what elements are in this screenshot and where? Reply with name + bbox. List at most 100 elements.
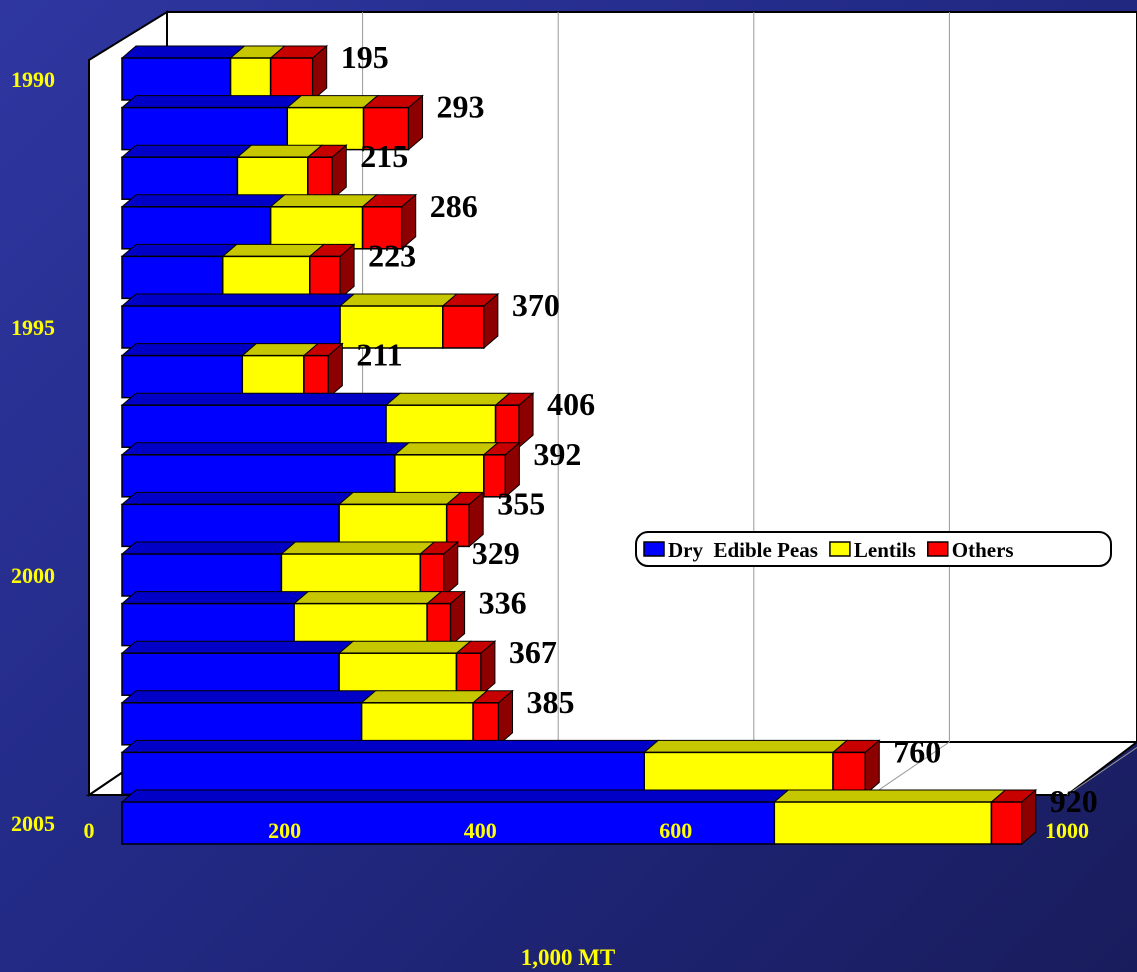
- bar-side: [339, 243, 355, 300]
- bar-segment: [293, 602, 428, 647]
- bar-segment: [338, 652, 458, 696]
- bar-top: [120, 640, 355, 654]
- bar-top: [120, 392, 402, 406]
- bar-segment: [121, 156, 239, 200]
- bar-segment: [229, 57, 272, 101]
- bar-segment: [269, 57, 314, 101]
- bar-side: [468, 491, 484, 548]
- bar-segment: [121, 354, 244, 399]
- bar-segment: [360, 702, 474, 746]
- floor-gridline: [871, 741, 950, 796]
- total-labels: 195 293 215 286 223 370 211 406 392 355 329 336 367 3…: [341, 39, 1098, 819]
- bar-segment: [990, 801, 1023, 845]
- bar-segment: [280, 553, 422, 597]
- total-label: 286: [430, 188, 478, 224]
- x-tick-label: 800: [855, 818, 888, 843]
- y-axis-ticks: 1990 1995 2000 2005: [11, 67, 55, 836]
- bar-top: [120, 690, 377, 704]
- x-axis-label: 1,000 MT: [521, 945, 616, 970]
- bar-top: [269, 194, 378, 208]
- total-label: 367: [509, 634, 557, 670]
- total-label: 336: [479, 585, 527, 621]
- total-label: 329: [472, 535, 520, 571]
- bar-top: [280, 541, 436, 555]
- bar-top: [120, 739, 660, 753]
- bar-segment: [269, 206, 364, 250]
- bar-top: [120, 442, 411, 456]
- bar-segment: [426, 602, 452, 647]
- bar-group-2002: [120, 640, 497, 697]
- bar-top: [120, 541, 297, 555]
- legend-label: Dry Edible Peas: [668, 538, 818, 562]
- bar-side: [864, 739, 880, 796]
- bar-group-2003: [120, 689, 514, 746]
- bar-segment: [303, 354, 330, 399]
- bar-top: [120, 591, 310, 605]
- bar-segment: [121, 404, 387, 448]
- bar-side: [450, 590, 466, 647]
- y-tick-label: 1995: [11, 315, 55, 340]
- legend-swatch: [829, 541, 851, 557]
- x-tick-label: 1000: [1045, 818, 1089, 843]
- bar-segment: [236, 156, 309, 200]
- bar-side: [408, 94, 424, 151]
- bar-side: [480, 640, 496, 697]
- bar-group-1992: [120, 144, 348, 201]
- bar-group-1999: [120, 491, 485, 548]
- bar-segment: [455, 652, 482, 696]
- total-label: 195: [341, 39, 389, 75]
- bar-group-1997: [120, 392, 535, 449]
- x-tick-label: 600: [659, 818, 692, 843]
- bar-segment: [121, 553, 283, 597]
- bar-top: [120, 95, 303, 109]
- legend-swatch: [643, 541, 665, 557]
- total-label: 406: [547, 386, 595, 422]
- bar-side: [504, 441, 520, 498]
- legend-box: [635, 531, 1112, 567]
- x-axis-ticks: 0 200 400 600 800 1000: [84, 818, 1090, 843]
- legend-label: Others: [952, 538, 1014, 562]
- bar-group-2004: [120, 739, 881, 796]
- bar-side: [518, 392, 534, 449]
- bar-segment: [121, 255, 224, 300]
- bar-top: [337, 640, 472, 654]
- bar-segment: [643, 751, 834, 796]
- bar-segment: [121, 305, 341, 349]
- bar-segment: [121, 57, 232, 101]
- bar-group-2001: [120, 590, 466, 647]
- bar-segment: [307, 156, 334, 200]
- bar-group-1995: [120, 292, 500, 350]
- bar-segment: [394, 454, 485, 498]
- bar-top: [221, 243, 326, 257]
- total-label: 760: [893, 733, 941, 769]
- bar-top: [337, 491, 463, 505]
- bar-segment: [385, 404, 497, 448]
- total-label: 355: [497, 485, 545, 521]
- bar-group-1998: [120, 441, 521, 498]
- bar-segment: [121, 602, 295, 647]
- bar-segment: [361, 206, 403, 250]
- x-tick-label: 0: [84, 818, 95, 843]
- bar-side: [327, 342, 343, 399]
- bar-group-1996: [120, 342, 344, 399]
- bar-side: [331, 144, 347, 201]
- bar-segment: [121, 106, 289, 151]
- x-tick-label: 200: [268, 818, 301, 843]
- bar-top: [285, 95, 379, 109]
- bar-side: [483, 292, 499, 350]
- chart-bars: [120, 44, 1038, 846]
- total-label: 920: [1050, 783, 1098, 819]
- total-label: 211: [356, 337, 402, 373]
- bar-segment: [472, 702, 500, 746]
- bar-top: [120, 293, 356, 307]
- bar-side: [1021, 788, 1037, 846]
- bar-group-1993: [120, 193, 418, 250]
- bar-top: [120, 144, 253, 158]
- bar-top: [642, 739, 849, 753]
- bar-top: [120, 343, 258, 357]
- bar-segment: [445, 503, 470, 548]
- total-label: 293: [437, 89, 485, 125]
- bar-top: [120, 45, 246, 59]
- bar-segment: [221, 255, 311, 300]
- bar-group-2000: [120, 540, 460, 598]
